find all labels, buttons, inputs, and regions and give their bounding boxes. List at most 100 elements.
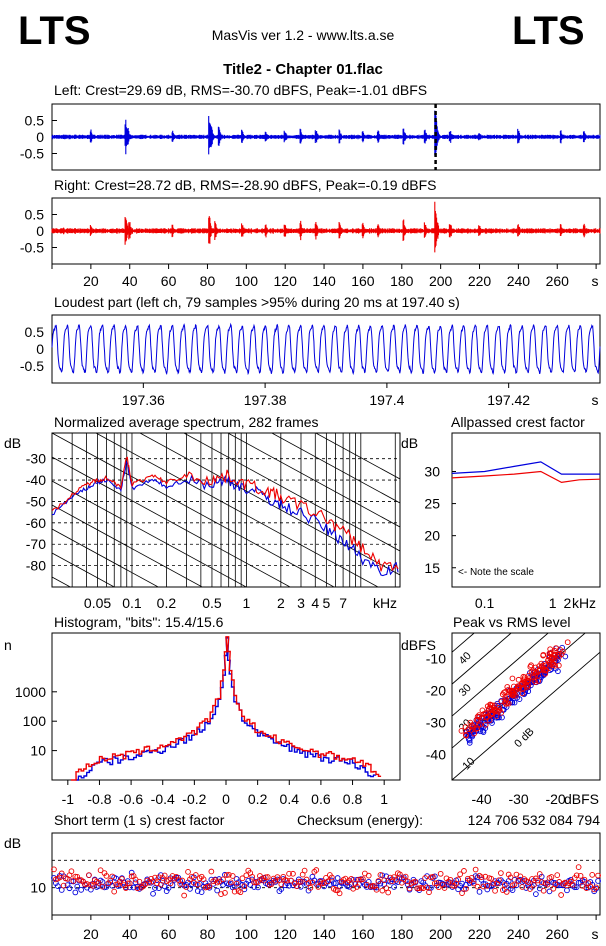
stcrest-point-right [286, 870, 292, 877]
left-waveform [51, 110, 601, 156]
peakrms-point-right [505, 700, 512, 707]
histogram-xtick: 0.2 [248, 791, 268, 807]
stcrest-point-left [150, 890, 156, 897]
stcrest-point-right [373, 886, 380, 893]
stcrest-point-right [111, 888, 118, 895]
stcrest-point-right [531, 881, 537, 888]
peakrms-ytick: -20 [426, 683, 446, 699]
peakrms-point-right [540, 651, 547, 658]
stcrest-point-right [437, 870, 444, 877]
stcrest-point-right [124, 880, 131, 887]
peakrms-point-right [458, 728, 465, 734]
histogram-xtick: -0.8 [87, 791, 111, 807]
stcrest-xtick: 180 [390, 926, 414, 942]
right-ytick: 0.5 [25, 207, 45, 223]
right-xtick: 160 [351, 273, 375, 289]
stcrest-point-left [66, 885, 73, 892]
spectrum-ytick: -60 [26, 515, 46, 531]
logo-left: LTS [18, 9, 91, 53]
loudest-xunit: s [592, 392, 599, 408]
histogram-xtick: -1 [62, 791, 75, 807]
peakrms-point-right [555, 651, 561, 658]
spectrum-slope-line [52, 673, 400, 863]
spectrum-ytick: -30 [26, 451, 46, 467]
stcrest-point-left [54, 883, 61, 889]
file-title: Title2 - Chapter 01.flac [223, 61, 383, 78]
histogram-ylabel: n [4, 637, 12, 653]
peakrms-point-right [531, 677, 538, 684]
stcrest-point-right [278, 881, 285, 888]
right-ytick: -0.5 [20, 240, 44, 256]
stcrest-point-right [484, 883, 491, 889]
right-xtick: 260 [546, 273, 570, 289]
stcrest-point-right [86, 872, 92, 878]
stcrest-point-right [441, 885, 448, 891]
stcrest-point-right [225, 871, 232, 878]
stcrest-point-right [498, 870, 504, 876]
stcrest-point-right [185, 869, 191, 875]
histogram-ytick: 100 [23, 713, 47, 729]
stcrest-xtick: 160 [351, 926, 375, 942]
stcrest-point-right [262, 874, 269, 881]
stcrest-point-right [179, 877, 186, 884]
stcrest-point-left [441, 881, 448, 888]
peakrms-frame [451, 632, 601, 781]
loudest-ytick: -0.5 [20, 358, 44, 374]
peakrms-point-right [528, 662, 534, 669]
peakrms-point-right [496, 707, 503, 714]
stcrest-point-left [74, 883, 81, 890]
loudest-xtick: 197.4 [369, 392, 404, 408]
stcrest-point-right [426, 889, 432, 896]
spectrum-slope-line [52, 456, 291, 587]
peakrms-point-right [489, 710, 496, 716]
peakrms-point-left [466, 737, 473, 744]
peakrms-point-right [488, 711, 494, 718]
stcrest-point-right [354, 884, 360, 890]
stcrest-point-right [167, 880, 174, 887]
stcrest-point-right [552, 881, 559, 888]
spectrum-slope-line [52, 528, 160, 587]
stcrest-point-right [348, 876, 355, 882]
stcrest-point-right [309, 879, 316, 886]
right-channel-title: Right: Crest=28.72 dB, RMS=-28.90 dBFS, … [54, 177, 436, 193]
stcrest-point-right [152, 874, 158, 881]
stcrest-point-right [501, 882, 508, 888]
histogram-title: Histogram, "bits": 15.4/15.6 [54, 614, 224, 630]
peakrms-point-right [525, 682, 532, 688]
peakrms-point-right [509, 675, 516, 682]
stcrest-point-right [307, 884, 314, 891]
stcrest-point-right [385, 889, 392, 896]
apcrest-ytick: 20 [424, 528, 440, 544]
peakrms-crest-label: 0 dB [512, 726, 536, 750]
stcrest-point-right [490, 880, 496, 887]
stcrest-point-right [51, 866, 57, 873]
stcrest-point-right [103, 873, 110, 879]
stcrest-point-right [136, 878, 143, 885]
apcrest-series-left [451, 461, 600, 475]
stcrest-point-right [161, 872, 168, 879]
stcrest-point-right [381, 877, 388, 884]
app-version: MasVis ver 1.2 - www.lts.a.se [212, 27, 395, 43]
stcrest-xtick: 80 [200, 926, 216, 942]
stcrest-point-right [459, 890, 465, 896]
apcrest-series-right [451, 470, 601, 484]
stcrest-point-right [206, 883, 213, 889]
stcrest-xunit: s [592, 926, 599, 942]
peakrms-point-right [509, 687, 515, 694]
peakrms-point-right [471, 730, 477, 737]
stcrest-point-right [284, 877, 290, 884]
peakrms-point-right [493, 707, 500, 713]
peakrms-ylabel: dBFS [401, 637, 436, 653]
apcrest-xunit: kHz [572, 595, 596, 611]
stcrest-point-left [595, 878, 601, 884]
spectrum-xtick: 5 [322, 595, 330, 611]
loudest-xtick: 197.36 [122, 392, 165, 408]
right-ytick: 0 [36, 223, 44, 239]
stcrest-point-left [165, 885, 172, 891]
spectrum-xtick: 4 [311, 595, 319, 611]
stcrest-ytick: 10 [30, 880, 46, 896]
stcrest-point-right [157, 881, 164, 888]
stcrest-point-right [156, 874, 162, 881]
spectrum-title: Normalized average spectrum, 282 frames [54, 414, 319, 430]
stcrest-point-right [470, 880, 477, 887]
